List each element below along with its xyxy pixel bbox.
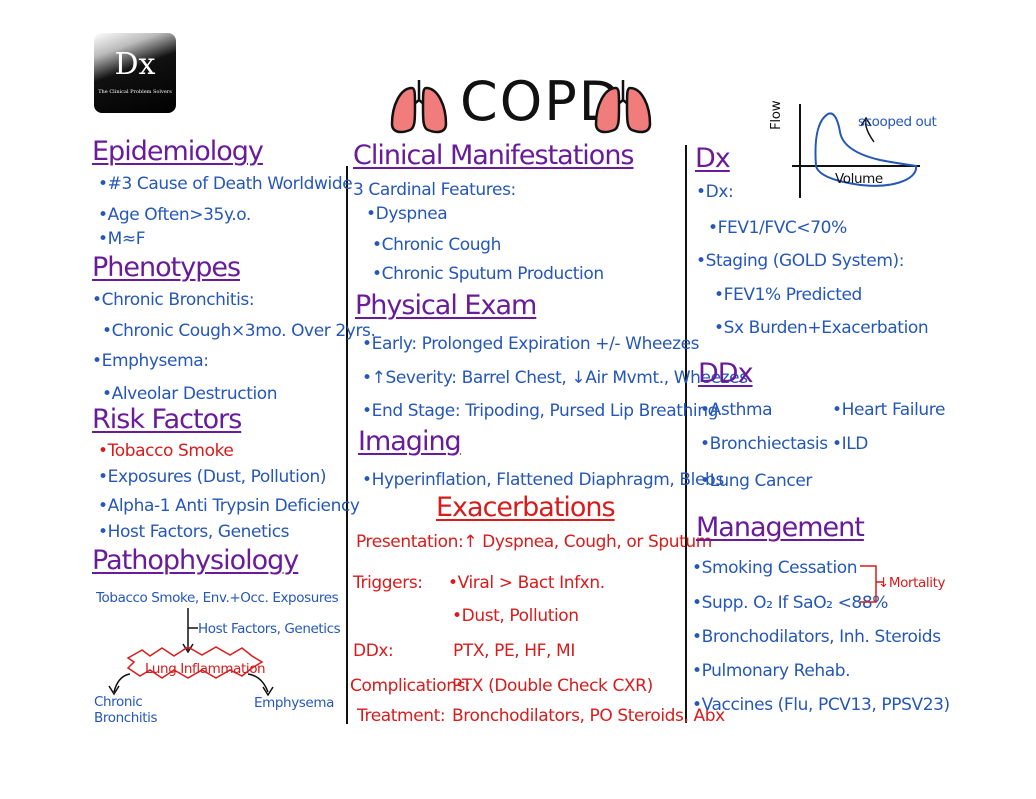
phenotypes-item: •Alveolar Destruction (102, 384, 278, 404)
management-item: •Pulmonary Rehab. (692, 661, 851, 681)
patho-chronic-bronchitis: Chronic (94, 694, 143, 710)
ddx-item: •ILD (832, 434, 869, 454)
column-divider (685, 145, 687, 723)
imaging-heading: Imaging (358, 426, 462, 457)
exacerbation-presentation: Presentation:↑ Dyspnea, Cough, or Sputum (356, 532, 712, 552)
physical-exam-item: •Early: Prolonged Expiration +/- Wheezes (362, 334, 700, 354)
phenotypes-heading: Phenotypes (92, 252, 241, 283)
exacerbation-ddx-label: DDx: (353, 641, 394, 661)
patho-flow-arrows (108, 608, 274, 697)
risk-factor-item: •Tobacco Smoke (98, 441, 234, 461)
exacerbation-triggers-label: Triggers: (353, 573, 423, 593)
risk-factor-item: •Alpha-1 Anti Trypsin Deficiency (98, 496, 360, 516)
clinical-item: •Dyspnea (366, 204, 448, 224)
graph-y-label: Flow (768, 100, 784, 130)
dx-heading: Dx (695, 143, 731, 174)
exacerbation-complications-label: Complications: (350, 676, 471, 696)
management-item: •Bronchodilators, Inh. Steroids (692, 627, 941, 647)
imaging-item: •Hyperinflation, Flattened Diaphragm, Bl… (362, 470, 724, 490)
patho-emphysema: Emphysema (254, 695, 334, 711)
risk-factor-item: •Host Factors, Genetics (98, 522, 290, 542)
ddx-item: •Asthma (700, 400, 773, 420)
management-item: •Smoking Cessation (692, 558, 858, 578)
ddx-item: •Heart Failure (832, 400, 946, 420)
flow-volume-graph (792, 104, 920, 198)
physical-exam-item: •↑Severity: Barrel Chest, ↓Air Mvmt., Wh… (362, 368, 748, 388)
risk-factor-item: •Exposures (Dust, Pollution) (98, 467, 327, 487)
risk-factors-heading: Risk Factors (92, 404, 242, 435)
exacerbation-trigger: •Viral > Bact Infxn. (448, 573, 605, 593)
patho-lung-inflammation: Lung Inflammation (145, 661, 266, 677)
management-item: •Supp. O₂ If SaO₂ <88% (692, 593, 889, 613)
epidemiology-item: •#3 Cause of Death Worldwide (98, 174, 353, 194)
epidemiology-item: •Age Often>35y.o. (98, 205, 251, 225)
phenotypes-item: •Chronic Bronchitis: (92, 290, 255, 310)
exacerbation-treatment-label: Treatment: (357, 706, 446, 726)
patho-exposures: Tobacco Smoke, Env.+Occ. Exposures (96, 590, 339, 606)
dx-item: •Sx Burden+Exacerbation (714, 318, 929, 338)
dx-item: •Staging (GOLD System): (696, 251, 905, 271)
dx-item: •FEV1% Predicted (714, 285, 862, 305)
exacerbations-heading: Exacerbations (436, 492, 616, 523)
mortality-bracket (860, 565, 884, 603)
logo-mark: Dx (114, 47, 156, 82)
dx-item: •Dx: (696, 182, 734, 202)
lungs-icon (594, 80, 652, 134)
clinical-heading: Clinical Manifestations (353, 140, 634, 171)
epidemiology-heading: Epidemiology (92, 136, 264, 167)
clinical-item: •Chronic Sputum Production (372, 264, 604, 284)
clinical-intro: 3 Cardinal Features: (353, 180, 516, 200)
patho-chronic-bronchitis: Bronchitis (94, 710, 158, 726)
ddx-heading: DDx (698, 358, 754, 389)
dx-item: •FEV1/FVC<70% (708, 218, 847, 238)
phenotypes-item: •Emphysema: (92, 351, 209, 371)
phenotypes-item: •Chronic Cough×3mo. Over 2yrs. (102, 321, 376, 341)
exacerbation-ddx: PTX, PE, HF, MI (453, 641, 575, 661)
logo-subtitle: The Clinical Problem Solvers (98, 89, 172, 95)
physical-exam-heading: Physical Exam (355, 290, 537, 321)
mortality-note: ↓Mortality (878, 575, 946, 591)
physical-exam-item: •End Stage: Tripoding, Pursed Lip Breath… (362, 401, 718, 421)
pathophysiology-heading: Pathophysiology (92, 545, 299, 576)
exacerbation-treatment: Bronchodilators, PO Steroids, Abx (452, 706, 725, 726)
lungs-icon (390, 80, 448, 134)
ddx-item: •Bronchiectasis (700, 434, 828, 454)
exacerbation-complications: PTX (Double Check CXR) (452, 676, 653, 696)
management-item: •Vaccines (Flu, PCV13, PPSV23) (692, 695, 950, 715)
exacerbation-trigger: •Dust, Pollution (452, 606, 579, 626)
graph-note: scooped out (858, 114, 937, 130)
patho-host-factors: Host Factors, Genetics (198, 621, 341, 637)
ddx-item: •Lung Cancer (700, 471, 813, 491)
page-title: COPD (460, 70, 623, 133)
management-heading: Management (696, 512, 865, 543)
dx-logo: Dx The Clinical Problem Solvers (94, 33, 176, 113)
column-divider (346, 166, 348, 724)
clinical-item: •Chronic Cough (372, 235, 501, 255)
graph-x-label: Volume (835, 171, 883, 187)
epidemiology-item: •M≈F (98, 229, 146, 249)
